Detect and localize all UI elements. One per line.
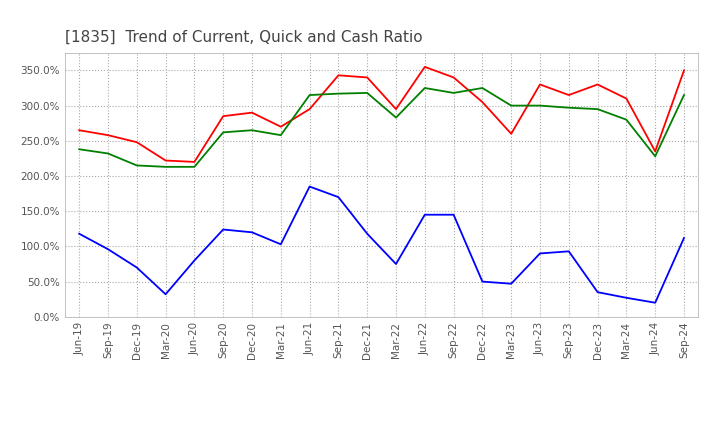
- Cash Ratio: [593, 290, 602, 295]
- Text: [1835]  Trend of Current, Quick and Cash Ratio: [1835] Trend of Current, Quick and Cash …: [65, 29, 423, 45]
- Quick Ratio: [219, 130, 228, 135]
- Quick Ratio: [248, 128, 256, 133]
- Current Ratio: [449, 75, 458, 80]
- Cash Ratio: [651, 300, 660, 305]
- Current Ratio: [75, 128, 84, 133]
- Quick Ratio: [363, 90, 372, 95]
- Current Ratio: [276, 124, 285, 129]
- Quick Ratio: [536, 103, 544, 108]
- Cash Ratio: [478, 279, 487, 284]
- Quick Ratio: [651, 154, 660, 159]
- Current Ratio: [219, 114, 228, 119]
- Cash Ratio: [334, 194, 343, 200]
- Cash Ratio: [132, 265, 141, 270]
- Quick Ratio: [593, 106, 602, 112]
- Current Ratio: [334, 73, 343, 78]
- Quick Ratio: [132, 163, 141, 168]
- Quick Ratio: [507, 103, 516, 108]
- Cash Ratio: [536, 251, 544, 256]
- Current Ratio: [248, 110, 256, 115]
- Line: Current Ratio: Current Ratio: [79, 67, 684, 162]
- Quick Ratio: [190, 164, 199, 169]
- Quick Ratio: [622, 117, 631, 122]
- Quick Ratio: [478, 85, 487, 91]
- Cash Ratio: [305, 184, 314, 189]
- Line: Cash Ratio: Cash Ratio: [79, 187, 684, 303]
- Cash Ratio: [104, 246, 112, 252]
- Current Ratio: [392, 106, 400, 112]
- Cash Ratio: [219, 227, 228, 232]
- Current Ratio: [680, 68, 688, 73]
- Current Ratio: [420, 64, 429, 70]
- Current Ratio: [564, 92, 573, 98]
- Current Ratio: [190, 159, 199, 165]
- Cash Ratio: [564, 249, 573, 254]
- Quick Ratio: [680, 92, 688, 98]
- Cash Ratio: [75, 231, 84, 236]
- Cash Ratio: [248, 230, 256, 235]
- Cash Ratio: [363, 231, 372, 236]
- Current Ratio: [132, 139, 141, 145]
- Quick Ratio: [449, 90, 458, 95]
- Quick Ratio: [420, 85, 429, 91]
- Current Ratio: [478, 99, 487, 105]
- Quick Ratio: [334, 91, 343, 96]
- Cash Ratio: [680, 235, 688, 241]
- Cash Ratio: [276, 242, 285, 247]
- Current Ratio: [536, 82, 544, 87]
- Cash Ratio: [161, 292, 170, 297]
- Cash Ratio: [392, 261, 400, 267]
- Current Ratio: [305, 106, 314, 112]
- Quick Ratio: [75, 147, 84, 152]
- Cash Ratio: [622, 295, 631, 301]
- Current Ratio: [507, 131, 516, 136]
- Quick Ratio: [161, 164, 170, 169]
- Cash Ratio: [420, 212, 429, 217]
- Cash Ratio: [507, 281, 516, 286]
- Cash Ratio: [190, 258, 199, 263]
- Quick Ratio: [564, 105, 573, 110]
- Current Ratio: [104, 132, 112, 138]
- Quick Ratio: [104, 151, 112, 156]
- Current Ratio: [363, 75, 372, 80]
- Current Ratio: [622, 96, 631, 101]
- Quick Ratio: [305, 92, 314, 98]
- Cash Ratio: [449, 212, 458, 217]
- Line: Quick Ratio: Quick Ratio: [79, 88, 684, 167]
- Current Ratio: [161, 158, 170, 163]
- Quick Ratio: [392, 115, 400, 120]
- Current Ratio: [651, 149, 660, 154]
- Quick Ratio: [276, 132, 285, 138]
- Current Ratio: [593, 82, 602, 87]
